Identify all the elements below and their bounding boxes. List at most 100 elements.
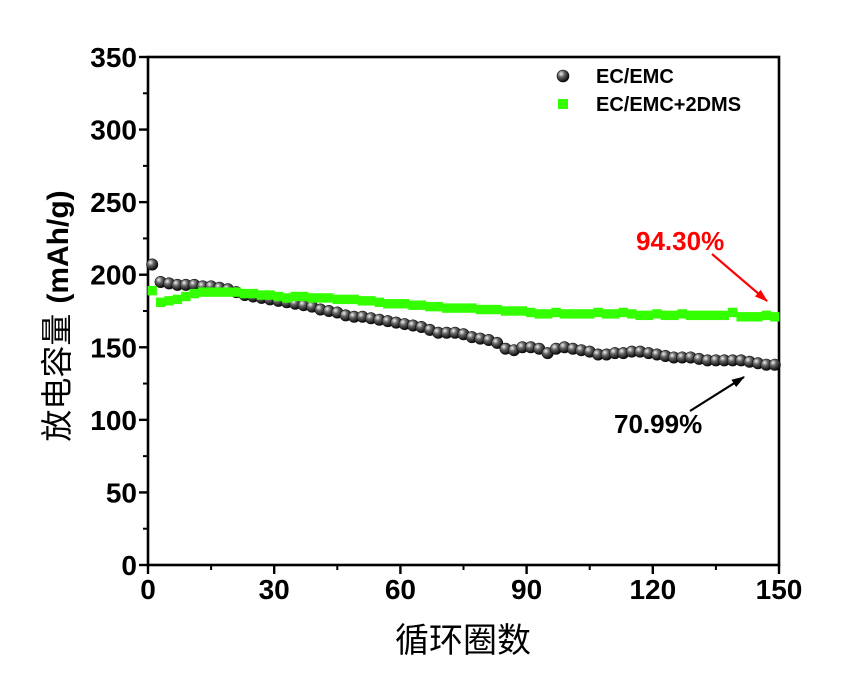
x-tick-label: 150 (756, 574, 803, 605)
data-point-ec-emc-2dms (189, 288, 199, 299)
data-point-ec-emc-2dms (341, 294, 351, 305)
x-tick-label: 120 (629, 574, 676, 605)
y-axis-label-text: 放电容量 (38, 314, 76, 442)
data-point-ec-emc-2dms (155, 297, 166, 307)
annotation-retention-ec-emc: 70.99% (614, 376, 745, 439)
data-point-ec-emc-2dms (551, 307, 561, 318)
y-tick-label: 50 (106, 477, 137, 508)
y-tick-label: 0 (121, 550, 137, 581)
data-point-ec-emc-2dms (534, 309, 544, 319)
data-point-ec-emc-2dms (702, 310, 713, 321)
y-tick-label: 100 (90, 405, 137, 436)
data-point-ec-emc-2dms (433, 301, 443, 312)
data-point-ec-emc-2dms (197, 287, 208, 297)
y-axis-label: 放电容量 (mAh/g) (38, 190, 76, 441)
legend: EC/EMC EC/EMC+2DMS (556, 66, 741, 116)
data-point-ec-emc-2dms (761, 310, 772, 321)
data-point-ec-emc-2dms (542, 309, 553, 319)
legend-label-ec-emc-2dms: EC/EMC+2DMS (596, 94, 741, 116)
y-axis-label-unit: (mAh/g) (42, 190, 75, 303)
y-tick-label: 350 (90, 42, 137, 73)
data-point-ec-emc-2dms (526, 307, 536, 318)
data-point-ec-emc-2dms (719, 310, 730, 321)
data-point-ec-emc-2dms (568, 309, 578, 319)
x-tick-label: 60 (385, 574, 416, 605)
data-point-ec-emc-2dms (181, 291, 191, 302)
data-point-ec-emc-2dms (728, 307, 738, 318)
data-point-ec-emc-2dms (315, 293, 326, 303)
legend-label-ec-emc: EC/EMC (596, 66, 674, 88)
data-point-ec-emc-2dms (416, 300, 427, 310)
series-ec-emc (146, 258, 781, 371)
data-point-ec-emc-2dms (399, 299, 410, 309)
data-point-ec-emc-2dms (500, 306, 511, 316)
data-point-ec-emc-2dms (458, 303, 469, 313)
data-point-ec-emc-2dms (635, 310, 645, 321)
data-point-ec-emc-2dms (694, 310, 704, 321)
x-tick-label: 0 (140, 574, 156, 605)
data-point-ec-emc-2dms (627, 309, 637, 319)
data-point-ec-emc-2dms (248, 288, 258, 299)
data-point-ec-emc-2dms (206, 287, 216, 297)
data-point-ec-emc-2dms (467, 303, 477, 313)
y-tick-label: 300 (90, 115, 137, 146)
annotation-retention-ec-emc-2dms: 94.30% (636, 226, 768, 302)
data-point-ec-emc (491, 336, 504, 349)
legend-marker-ec-emc-2dms (558, 99, 568, 109)
data-point-ec-emc-2dms (147, 285, 157, 296)
data-point-ec-emc-2dms (408, 300, 418, 310)
data-point-ec-emc-2dms (685, 310, 696, 321)
data-point-ec-emc-2dms (374, 297, 385, 307)
data-point-ec-emc-2dms (265, 290, 275, 300)
data-point-ec-emc-2dms (585, 309, 595, 319)
data-point-ec-emc-2dms (383, 299, 393, 309)
data-point-ec-emc-2dms (593, 307, 603, 318)
axis-ticks: 0 50 100 150 200 250 300 350 0 30 60 90 120 150 (90, 42, 802, 605)
data-point-ec-emc-2dms (559, 309, 570, 319)
data-point-ec-emc (146, 258, 159, 271)
data-point-ec-emc-2dms (652, 309, 662, 319)
data-point-ec-emc-2dms (677, 309, 687, 319)
data-point-ec-emc-2dms (240, 288, 250, 299)
data-point-ec-emc-2dms (753, 312, 763, 322)
data-point-ec-emc-2dms (164, 296, 174, 306)
series-layer (146, 258, 781, 371)
y-tick-label: 150 (90, 332, 137, 363)
data-point-ec-emc-2dms (172, 294, 183, 305)
data-point-ec-emc-2dms (298, 291, 309, 302)
data-point-ec-emc-2dms (450, 303, 460, 313)
data-point-ec-emc-2dms (618, 307, 629, 318)
annotation-arrow-ec-emc-2dms (711, 253, 768, 302)
data-point-ec-emc (768, 358, 781, 371)
data-point-ec-emc-2dms (744, 312, 755, 322)
data-point-ec-emc-2dms (425, 301, 435, 312)
data-point-ec-emc-2dms (214, 287, 225, 297)
x-tick-label: 30 (259, 574, 290, 605)
data-point-ec-emc-2dms (441, 303, 452, 313)
y-tick-label: 200 (90, 260, 137, 291)
legend-marker-ec-emc (556, 69, 570, 83)
data-point-ec-emc-2dms (332, 294, 342, 305)
data-point-ec-emc-2dms (357, 296, 368, 306)
data-point-ec-emc-2dms (601, 309, 612, 319)
data-point-ec-emc-2dms (669, 310, 679, 321)
data-point-ec-emc-2dms (349, 294, 359, 305)
data-point-ec-emc-2dms (256, 290, 267, 300)
x-tick-label: 90 (511, 574, 542, 605)
data-point-ec-emc-2dms (391, 299, 401, 309)
data-point-ec-emc-2dms (770, 312, 780, 322)
data-point-ec-emc-2dms (509, 306, 519, 316)
x-axis-label: 循环圈数 (395, 621, 531, 661)
annotation-label-ec-emc-2dms: 94.30% (636, 226, 724, 256)
annotation-arrow-ec-emc (689, 376, 745, 412)
data-point-ec-emc-2dms (324, 293, 334, 303)
data-point-ec-emc-2dms (223, 287, 233, 297)
annotation-label-ec-emc: 70.99% (614, 409, 702, 439)
y-tick-label: 250 (90, 187, 137, 218)
data-point-ec-emc-2dms (475, 304, 486, 315)
data-point-ec-emc-2dms (517, 306, 528, 316)
data-point-ec-emc-2dms (576, 309, 586, 319)
data-point-ec-emc-2dms (492, 304, 502, 315)
